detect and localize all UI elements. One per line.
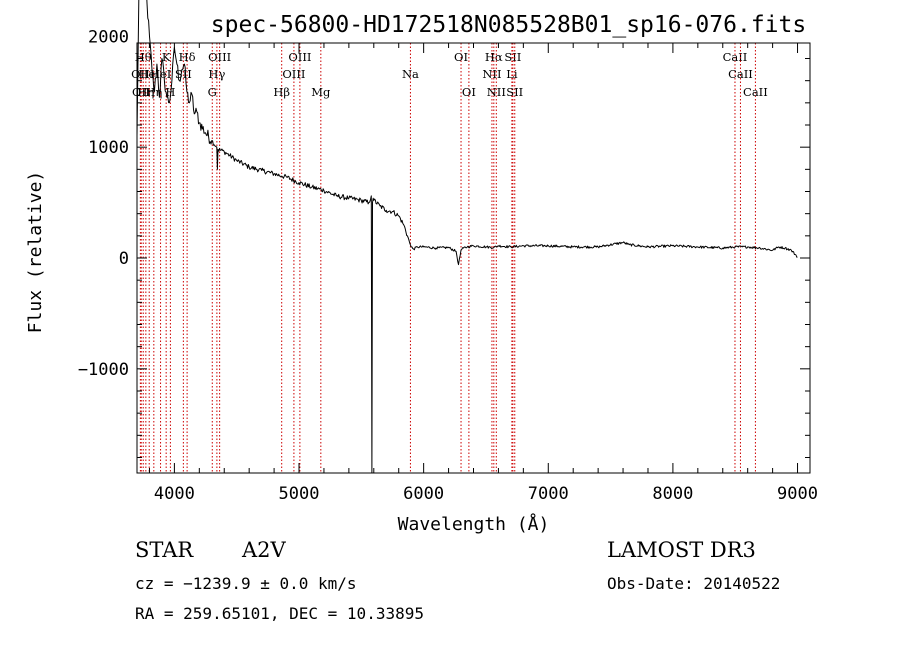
line-marker-label: SII — [175, 67, 192, 81]
line-marker-label: Na — [402, 67, 419, 81]
line-marker-label: Hδ — [179, 50, 196, 64]
line-marker-label: CaII — [743, 85, 768, 99]
line-marker-label: CaII — [728, 67, 753, 81]
x-tick-label: 4000 — [154, 484, 195, 504]
plot-frame — [136, 42, 811, 474]
line-marker-label: SII — [504, 50, 521, 64]
line-marker-label: Hα — [485, 50, 503, 64]
line-marker-label: SII — [506, 85, 523, 99]
coordinates: RA = 259.65101, DEC = 10.33895 — [135, 604, 424, 623]
line-marker-label: Hη — [137, 85, 154, 99]
line-marker-label: Li — [506, 67, 518, 81]
y-tick-label: 0 — [119, 249, 129, 269]
line-marker-label: NII — [482, 67, 501, 81]
line-marker-label: Hγ — [208, 67, 225, 81]
x-tick-label: 5000 — [279, 484, 320, 504]
object-class: STAR — [135, 538, 194, 562]
y-tick-label: 1000 — [88, 138, 129, 158]
y-tick-label: 2000 — [88, 27, 129, 47]
line-marker-label: Hθ — [135, 50, 152, 64]
line-marker-label: OIII — [282, 67, 305, 81]
line-marker-label: K — [162, 50, 171, 64]
line-marker-label: OI — [454, 50, 468, 64]
line-marker-label: G — [208, 85, 217, 99]
y-tick-label: −1000 — [78, 360, 129, 380]
y-axis-label: Flux (relative) — [25, 171, 46, 334]
chart-title: spec-56800-HD172518N085528B01_sp16-076.f… — [211, 12, 806, 38]
object-subclass: A2V — [242, 538, 286, 562]
x-tick-label: 6000 — [403, 484, 444, 504]
line-marker-label: Mg — [311, 85, 331, 99]
line-marker-label: OIII — [288, 50, 311, 64]
x-tick-label: 7000 — [528, 484, 569, 504]
survey-label: LAMOST DR3 — [607, 538, 756, 562]
line-marker-label: OI — [462, 85, 476, 99]
line-marker-label: OII — [131, 67, 150, 81]
x-tick-label: 8000 — [652, 484, 693, 504]
x-axis-label: Wavelength (Å) — [398, 513, 550, 535]
line-marker-label: OIII — [208, 50, 231, 64]
line-marker-label: Hβ — [273, 85, 290, 99]
spectrum-line — [136, 0, 798, 474]
line-marker-label: HeI — [139, 67, 160, 81]
x-tick-label: 9000 — [777, 484, 818, 504]
line-marker-label: CaII — [723, 50, 748, 64]
observation-date: Obs-Date: 20140522 — [607, 574, 781, 593]
redshift-cz: cz = −1239.9 ± 0.0 km/s — [135, 574, 357, 593]
line-marker-label: NII — [487, 85, 506, 99]
